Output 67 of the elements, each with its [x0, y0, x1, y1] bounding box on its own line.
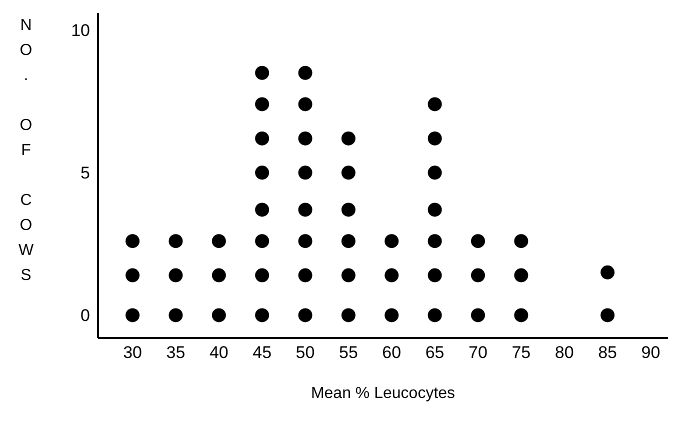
point — [341, 268, 356, 282]
point — [428, 131, 442, 146]
x-tick-label: 80 — [554, 343, 574, 362]
point — [471, 234, 485, 248]
point — [126, 234, 140, 248]
x-tick-label: 85 — [598, 343, 618, 362]
point — [428, 234, 442, 248]
point — [298, 131, 312, 146]
point — [255, 234, 270, 248]
point — [600, 308, 615, 322]
point — [341, 166, 356, 180]
x-tick-label: 70 — [468, 343, 488, 362]
y-tick-label: 0 — [80, 306, 90, 326]
x-tick-label: 45 — [252, 343, 272, 362]
point — [212, 234, 226, 248]
point — [471, 308, 485, 322]
point — [341, 131, 356, 146]
point — [384, 308, 399, 322]
point — [255, 166, 270, 180]
point — [255, 97, 270, 112]
point — [168, 268, 183, 282]
x-tick-label: 75 — [512, 343, 531, 362]
x-tick-label: 50 — [296, 343, 315, 362]
point — [298, 66, 312, 80]
point — [384, 268, 399, 282]
point — [341, 234, 356, 248]
point — [168, 308, 183, 322]
point — [341, 308, 356, 322]
x-tick-label: 60 — [382, 343, 402, 362]
text: NO. OF COWS — [18, 17, 34, 284]
point — [255, 66, 270, 80]
point — [212, 268, 226, 282]
point — [126, 308, 140, 322]
point — [428, 202, 442, 217]
point — [514, 268, 528, 282]
point — [428, 166, 442, 180]
point — [298, 166, 312, 180]
y-tick-label: 5 — [80, 164, 90, 183]
point — [126, 268, 140, 282]
x-tick-label: 30 — [123, 343, 142, 362]
point — [298, 97, 312, 112]
point — [514, 234, 528, 248]
point — [298, 202, 312, 217]
y-tick-label: 10 — [71, 21, 90, 40]
point — [168, 234, 183, 248]
point — [255, 202, 270, 217]
point — [428, 97, 442, 112]
point — [298, 268, 312, 282]
x-tick-label: 65 — [425, 343, 444, 362]
x-axis-title: Mean % Leucocytes — [310, 385, 456, 402]
point — [428, 268, 442, 282]
point — [384, 234, 399, 248]
point — [212, 308, 226, 322]
point — [600, 265, 615, 280]
x-tick-label: 90 — [641, 343, 660, 362]
point — [255, 131, 270, 146]
x-tick-label: 40 — [209, 343, 228, 362]
point — [255, 308, 270, 322]
x-tick-label: 35 — [166, 343, 186, 362]
point — [298, 234, 312, 248]
x-tick-label: 55 — [338, 343, 358, 362]
point — [298, 308, 312, 322]
point — [471, 268, 485, 282]
point — [514, 308, 528, 322]
point — [428, 308, 442, 322]
point — [341, 202, 356, 217]
point — [255, 268, 270, 282]
